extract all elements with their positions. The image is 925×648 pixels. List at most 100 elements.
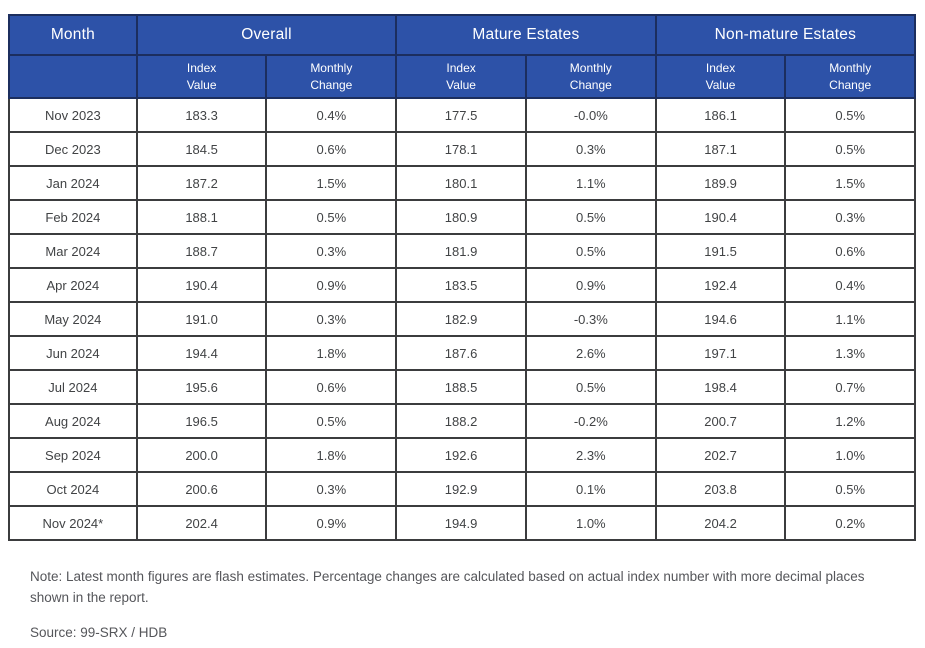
value-cell: 0.3% [265,471,398,507]
table-row: Jul 2024 195.6 0.6% 188.5 0.5% 198.4 0.7% [8,369,916,405]
value-cell: 187.6 [395,335,527,371]
table-row: Sep 2024 200.0 1.8% 192.6 2.3% 202.7 1.0% [8,437,916,473]
value-cell: -0.3% [524,301,657,337]
value-cell: 191.5 [654,233,787,269]
value-cell: 1.3% [784,335,916,371]
value-cell: 1.0% [784,437,916,473]
value-cell: 194.4 [135,335,268,371]
footnote-text: Note: Latest month figures are flash est… [30,569,865,605]
table-row: Feb 2024 188.1 0.5% 180.9 0.5% 190.4 0.3% [8,199,916,235]
value-cell: 200.0 [135,437,268,473]
value-cell: 194.9 [395,505,527,541]
value-cell: 195.6 [135,369,268,405]
value-cell: 2.3% [524,437,657,473]
value-cell: -0.2% [524,403,657,439]
sub-header-row: Index Value Monthly Change Index Value M… [8,54,916,99]
month-cell: Jun 2024 [8,335,138,371]
table-row: Jun 2024 194.4 1.8% 187.6 2.6% 197.1 1.3% [8,335,916,371]
month-cell: Nov 2024* [8,505,138,541]
value-cell: 192.4 [654,267,787,303]
value-cell: 0.7% [784,369,916,405]
value-cell: 1.2% [784,403,916,439]
value-cell: 0.6% [265,131,398,167]
value-cell: 0.2% [784,505,916,541]
value-cell: 0.9% [265,267,398,303]
value-cell: 186.1 [654,97,787,133]
value-cell: 0.3% [265,233,398,269]
col-subheader-overall-index-value: Index Value [135,54,268,99]
value-cell: 178.1 [395,131,527,167]
value-cell: 188.1 [135,199,268,235]
month-cell: Oct 2024 [8,471,138,507]
month-cell: Aug 2024 [8,403,138,439]
value-cell: 2.6% [524,335,657,371]
value-cell: -0.0% [524,97,657,133]
value-cell: 191.0 [135,301,268,337]
value-cell: 187.2 [135,165,268,201]
value-cell: 182.9 [395,301,527,337]
value-cell: 1.5% [784,165,916,201]
value-cell: 198.4 [654,369,787,405]
value-cell: 200.6 [135,471,268,507]
value-cell: 0.1% [524,471,657,507]
value-cell: 190.4 [135,267,268,303]
table-row: Mar 2024 188.7 0.3% 181.9 0.5% 191.5 0.6% [8,233,916,269]
table-row: Nov 2023 183.3 0.4% 177.5 -0.0% 186.1 0.5% [8,97,916,133]
value-cell: 0.4% [265,97,398,133]
value-cell: 181.9 [395,233,527,269]
value-cell: 1.5% [265,165,398,201]
col-group-nonmature-estates: Non-mature Estates [654,14,917,56]
value-cell: 0.3% [524,131,657,167]
value-cell: 0.5% [784,131,916,167]
value-cell: 188.5 [395,369,527,405]
value-cell: 192.9 [395,471,527,507]
month-cell: Jul 2024 [8,369,138,405]
hdb-resale-index-table: Month Overall Mature Estates Non-mature … [8,14,917,541]
value-cell: 200.7 [654,403,787,439]
value-cell: 1.8% [265,437,398,473]
value-cell: 1.0% [524,505,657,541]
table-row: Nov 2024* 202.4 0.9% 194.9 1.0% 204.2 0.2% [8,505,916,541]
month-cell: Dec 2023 [8,131,138,167]
col-subheader-nonmature-index-value: Index Value [654,54,787,99]
value-cell: 196.5 [135,403,268,439]
value-cell: 0.6% [784,233,916,269]
value-cell: 0.5% [265,199,398,235]
value-cell: 188.7 [135,233,268,269]
group-header-row: Month Overall Mature Estates Non-mature … [8,14,917,56]
value-cell: 180.1 [395,165,527,201]
month-cell: Apr 2024 [8,267,138,303]
col-subheader-mature-index-value: Index Value [395,54,527,99]
month-cell: Feb 2024 [8,199,138,235]
col-subheader-empty [8,54,138,99]
table-row: Aug 2024 196.5 0.5% 188.2 -0.2% 200.7 1.2% [8,403,916,439]
value-cell: 190.4 [654,199,787,235]
value-cell: 177.5 [395,97,527,133]
table-body: Nov 2023 183.3 0.4% 177.5 -0.0% 186.1 0.5% Dec … [8,97,916,541]
value-cell: 0.6% [265,369,398,405]
value-cell: 0.4% [784,267,916,303]
month-cell: Nov 2023 [8,97,138,133]
month-cell: Mar 2024 [8,233,138,269]
value-cell: 192.6 [395,437,527,473]
value-cell: 187.1 [654,131,787,167]
source-text: Source: 99-SRX / HDB [30,625,168,640]
col-subheader-overall-monthly-change: Monthly Change [265,54,398,99]
value-cell: 188.2 [395,403,527,439]
month-cell: Sep 2024 [8,437,138,473]
value-cell: 0.9% [265,505,398,541]
table-row: Dec 2023 184.5 0.6% 178.1 0.3% 187.1 0.5% [8,131,916,167]
value-cell: 204.2 [654,505,787,541]
col-subheader-mature-monthly-change: Monthly Change [524,54,657,99]
value-cell: 0.9% [524,267,657,303]
value-cell: 1.1% [784,301,916,337]
col-subheader-nonmature-monthly-change: Monthly Change [784,54,916,99]
table-row: Jan 2024 187.2 1.5% 180.1 1.1% 189.9 1.5% [8,165,916,201]
value-cell: 0.5% [784,97,916,133]
month-cell: Jan 2024 [8,165,138,201]
value-cell: 202.4 [135,505,268,541]
value-cell: 194.6 [654,301,787,337]
value-cell: 0.3% [784,199,916,235]
col-group-overall: Overall [135,14,398,56]
